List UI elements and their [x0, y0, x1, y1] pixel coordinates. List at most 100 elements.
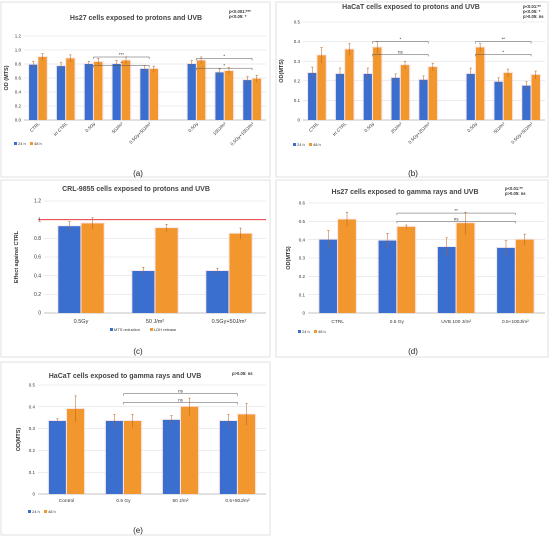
y-tick-label: 1 — [38, 217, 41, 223]
y-tick-label: 0 — [32, 492, 35, 497]
panel-d-note-1: p<0.01:** — [505, 186, 523, 191]
panel-b-note-3: p>0.05: ns — [523, 14, 544, 19]
panel-b-label: (b) — [408, 169, 418, 178]
x-tick-label: 0.5+50J/m² — [225, 498, 250, 504]
y-axis-label: OD(MTS) — [16, 428, 22, 452]
panel-d: Hs27 cells exposed to gamma rays and UVB… — [275, 179, 549, 358]
legend-label: 48 h — [318, 329, 326, 334]
legend-label: 24 h — [302, 329, 310, 334]
y-tick-label: 0.0 — [15, 118, 22, 123]
y-tick-label: 0.6 — [15, 76, 22, 81]
significance-label: ns — [398, 49, 404, 54]
legend-swatch — [14, 142, 17, 145]
panel-b: HaCaT cells exposed to protons and UVB p… — [275, 1, 549, 178]
y-tick-label: 0.1 — [294, 98, 301, 103]
significance-label: ns — [178, 397, 184, 402]
y-axis-label: Effect against CTRL — [14, 230, 20, 283]
x-tick-label: 0.5+100J/m² — [502, 319, 529, 325]
bar-48-h — [38, 57, 47, 120]
bar-48-h — [317, 55, 326, 120]
y-axis-label: OD(MTS) — [286, 246, 292, 270]
panel-a: Hs27 cells exposed to protons and UVB p<… — [0, 1, 271, 178]
panel-c-plot: 0 0.2 0.4 0.6 0.8 1 1.2 Effect against CTRL 0.5G… — [14, 199, 266, 332]
y-tick-label: 0 — [38, 311, 41, 317]
y-tick-label: 0.8 — [34, 236, 41, 242]
panel-d-title: Hs27 cells exposed to gamma rays and UVB — [331, 189, 478, 196]
bar-24-h — [494, 81, 503, 120]
bar-48-h — [67, 408, 85, 494]
legend-swatch — [28, 510, 31, 513]
significance-label: * — [223, 53, 225, 58]
y-tick-label: 0.4 — [15, 90, 22, 95]
x-tick-label: UVB 100 J/m² — [441, 319, 471, 325]
bar-ldh-release — [155, 228, 178, 313]
legend-swatch — [30, 142, 33, 145]
y-tick-label: 0.4 — [34, 273, 41, 279]
legend-swatch — [110, 328, 113, 331]
bar-48-h — [94, 61, 103, 120]
x-tick-label: CTRL — [331, 319, 344, 325]
y-tick-label: 0.2 — [299, 274, 306, 279]
bar-24-h — [112, 64, 121, 120]
significance-label: * — [223, 63, 225, 68]
legend-label: MTS reduction — [114, 327, 140, 332]
bar-48-h — [373, 47, 382, 121]
x-tick-label: 50 J/m² — [173, 498, 189, 504]
bar-48-h — [515, 239, 534, 313]
bar-24-h — [105, 420, 123, 494]
legend-label: 48 h — [34, 141, 42, 146]
bar-48-h — [400, 65, 410, 120]
y-tick-label: 0.6 — [34, 255, 41, 261]
panel-e-label: (e) — [133, 526, 143, 535]
legend-label: 24 h — [32, 509, 40, 514]
y-tick-label: 0.2 — [15, 104, 22, 109]
panel-d-note-2: p>0.05: ns — [505, 191, 526, 196]
x-tick-label: 0.5Gy+50J/m² — [212, 319, 247, 325]
bar-24-h — [335, 73, 345, 120]
significance-label: *** — [119, 52, 125, 57]
panel-e-note-1: p>0.05: ns — [232, 371, 253, 376]
significance-label: * — [399, 37, 401, 42]
x-tick-label: Control — [59, 498, 74, 504]
legend-swatch — [298, 330, 301, 333]
bar-24-h — [319, 239, 338, 313]
bar-24-h — [378, 240, 397, 313]
panel-e-title: HaCaT cells exposed to gamma rays and UV… — [49, 373, 202, 380]
y-tick-label: 0.5 — [29, 383, 36, 388]
bar-24-h — [29, 64, 38, 120]
bar-24-h — [308, 72, 317, 120]
bar-24-h — [363, 73, 373, 120]
y-tick-label: 0.5 — [299, 219, 306, 224]
legend-swatch — [44, 510, 47, 513]
legend-label: 24 h — [18, 141, 26, 146]
panel-d-plot: 0 0.1 0.2 0.3 0.4 0.5 0.6 OD(MTS) CTRL 0.5 Gy UVB … — [286, 201, 545, 334]
bar-24-h — [56, 66, 66, 120]
bar-48-h — [66, 58, 75, 120]
significance-label: ns — [178, 389, 184, 394]
bar-24-h — [219, 420, 237, 494]
y-tick-label: 1.2 — [34, 199, 41, 205]
significance-label: ** — [502, 37, 506, 42]
y-tick-label: 0.1 — [29, 470, 36, 475]
panel-e-plot: 0 0.1 0.2 0.3 0.4 0.5 OD(MTS) Control 0.5 Gy 50 J… — [16, 383, 266, 514]
legend-label: 48 h — [48, 509, 56, 514]
panel-c-frame — [0, 179, 271, 358]
x-tick-label: 0.5 Gy — [390, 319, 405, 325]
significance-label: * — [120, 60, 122, 65]
legend-swatch — [293, 143, 296, 146]
panel-b-note-2: p<0.05: * — [523, 9, 541, 14]
y-axis-label: OD(MTS) — [279, 59, 285, 83]
y-tick-label: 0.4 — [29, 404, 36, 409]
y-tick-label: 0.1 — [299, 292, 306, 297]
x-tick-label: 50 J/m² — [146, 319, 165, 325]
bar-48-h — [149, 68, 159, 120]
y-tick-label: 0.8 — [15, 62, 22, 67]
y-tick-label: 0.6 — [299, 201, 306, 206]
bar-48-h — [124, 420, 142, 494]
bar-48-h — [121, 60, 131, 120]
panel-c-label: (c) — [133, 347, 143, 356]
significance-label: ** — [454, 208, 458, 213]
bar-48-h — [531, 74, 540, 120]
bar-ldh-release — [229, 233, 252, 313]
